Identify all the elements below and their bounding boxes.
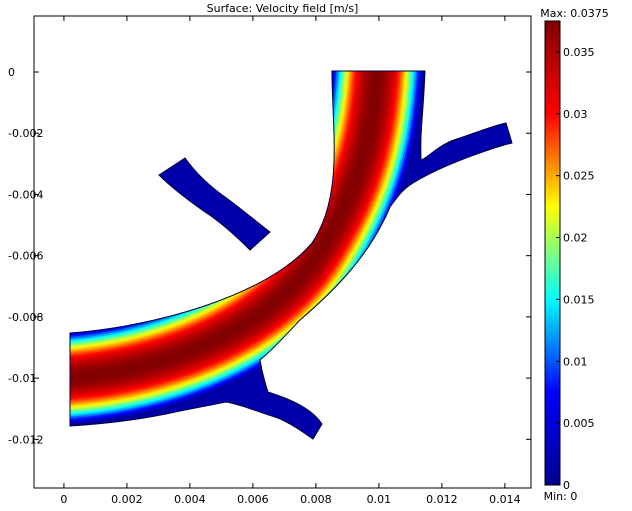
velocity-surface: [70, 71, 512, 439]
colorbar-gradient: [544, 20, 561, 486]
colorbar-tick-label: 0.015: [563, 293, 595, 306]
colorbar-min-label: Min: 0: [544, 490, 578, 503]
colorbar-tick-label: 0: [563, 479, 570, 492]
vessel-outline: [69, 70, 513, 440]
x-tick-label: 0.004: [174, 493, 206, 506]
colorbar-tick-label: 0.02: [563, 232, 588, 245]
colorbar-tick-label: 0.03: [563, 108, 588, 121]
colorbar-tick-label: 0.025: [563, 170, 595, 183]
vessel-field: [69, 70, 513, 440]
y-tick-label: 0: [8, 66, 15, 79]
velocity-band: [70, 71, 380, 381]
x-tick-label: 0.006: [237, 493, 269, 506]
x-tick-label: 0: [60, 493, 67, 506]
x-tick-label: 0.01: [367, 493, 392, 506]
y-tick-label: -0.012: [8, 433, 43, 446]
plot-title: Surface: Velocity field [m/s]: [207, 2, 359, 15]
y-tick-label: -0.01: [8, 372, 36, 385]
colorbar-tick-label: 0.01: [563, 355, 588, 368]
x-tick-label: 0.014: [489, 493, 521, 506]
y-tick-label: -0.002: [8, 127, 43, 140]
axis-ticks: 0 0.002 0.004 0.006 0.008 0.01 0.012 0.014 0 -0.0…: [8, 16, 531, 506]
axes-frame: [33, 15, 532, 489]
colorbar-tick-label: 0.035: [563, 46, 595, 59]
y-tick-label: -0.006: [8, 250, 43, 263]
colorbar-max-label: Max: 0.0375: [540, 7, 608, 20]
colorbar: Max: 0.0375 Min: 0 0 0.005 0.01 0.015 0.02 0.…: [540, 7, 608, 503]
colorbar-ticks: 0 0.005 0.01 0.015 0.02 0.025 0.03 0.035: [556, 46, 595, 492]
y-tick-label: -0.004: [8, 188, 43, 201]
x-tick-label: 0.012: [426, 493, 458, 506]
y-tick-label: -0.008: [8, 311, 43, 324]
x-tick-label: 0.008: [300, 493, 332, 506]
colorbar-tick-label: 0.005: [563, 417, 595, 430]
x-tick-label: 0.002: [111, 493, 143, 506]
